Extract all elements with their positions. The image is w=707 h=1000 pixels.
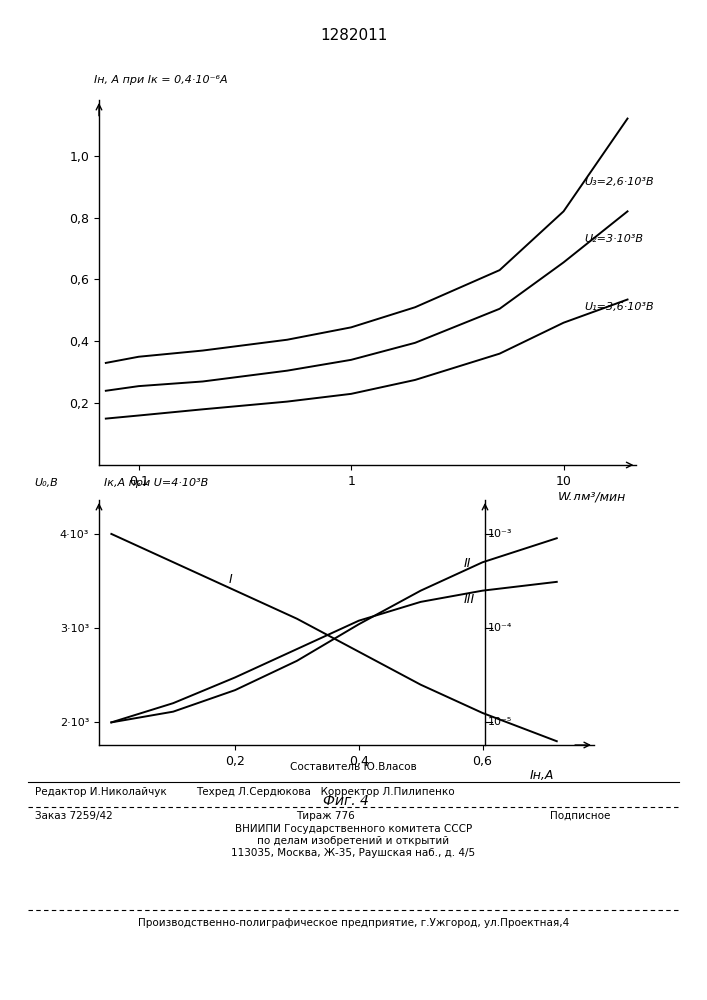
Text: Производственно-полиграфическое предприятие, г.Ужгород, ул.Проектная,4: Производственно-полиграфическое предприя… (138, 918, 569, 928)
Text: Iн, A при Iк = 0,4·10⁻⁶A: Iн, A при Iк = 0,4·10⁻⁶A (93, 75, 227, 85)
Text: Тираж 776: Тираж 776 (296, 811, 355, 821)
Text: U₁=3,6·10³B: U₁=3,6·10³B (584, 302, 654, 312)
Text: Подписное: Подписное (549, 811, 610, 821)
Text: III: III (464, 593, 475, 606)
Text: 10⁻⁵: 10⁻⁵ (488, 717, 512, 727)
Text: Фиг. 4: Фиг. 4 (324, 794, 369, 808)
Text: Техред Л.Сердюкова   Корректор Л.Пилипенко: Техред Л.Сердюкова Корректор Л.Пилипенко (196, 787, 455, 797)
Text: Фиг. 3: Фиг. 3 (345, 512, 390, 526)
Text: Составитель Ю.Власов: Составитель Ю.Власов (290, 762, 417, 772)
Text: Iн,A: Iн,A (530, 770, 554, 782)
Text: 113035, Москва, Ж-35, Раушская наб., д. 4/5: 113035, Москва, Ж-35, Раушская наб., д. … (231, 848, 476, 858)
Text: W,дм³/мин: W,дм³/мин (557, 491, 626, 504)
Text: 10⁻³: 10⁻³ (488, 529, 512, 539)
Text: U₂=3·10³B: U₂=3·10³B (584, 234, 643, 244)
Text: U₀,B: U₀,B (35, 478, 59, 488)
Text: Редактор И.Николайчук: Редактор И.Николайчук (35, 787, 167, 797)
Text: по делам изобретений и открытий: по делам изобретений и открытий (257, 836, 450, 846)
Text: Заказ 7259/42: Заказ 7259/42 (35, 811, 113, 821)
Text: I: I (229, 573, 233, 586)
Text: Iк,A при U=4·10³B: Iк,A при U=4·10³B (104, 478, 208, 488)
Text: ВНИИПИ Государственного комитета СССР: ВНИИПИ Государственного комитета СССР (235, 824, 472, 834)
Text: II: II (464, 557, 472, 570)
Text: U₃=2,6·10³B: U₃=2,6·10³B (584, 177, 654, 187)
Text: 10⁻⁴: 10⁻⁴ (488, 623, 512, 633)
Text: 1282011: 1282011 (320, 28, 387, 43)
